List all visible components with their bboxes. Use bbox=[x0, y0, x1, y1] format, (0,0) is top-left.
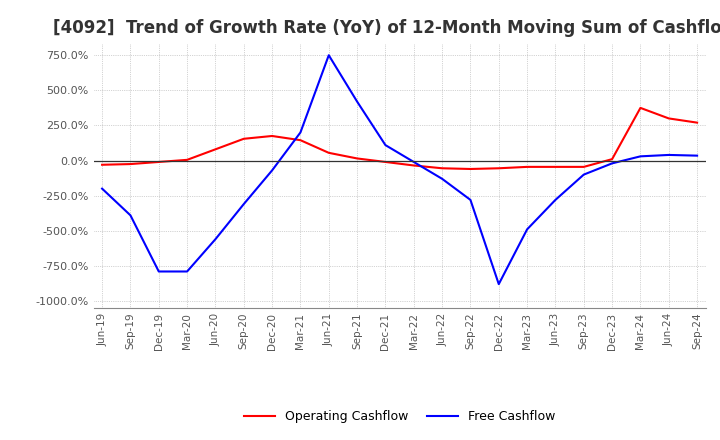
Line: Free Cashflow: Free Cashflow bbox=[102, 55, 697, 284]
Free Cashflow bbox=[381, 143, 390, 148]
Free Cashflow bbox=[495, 282, 503, 287]
Operating Cashflow bbox=[126, 161, 135, 167]
Free Cashflow bbox=[240, 202, 248, 207]
Operating Cashflow bbox=[665, 116, 673, 121]
Title: [4092]  Trend of Growth Rate (YoY) of 12-Month Moving Sum of Cashflows: [4092] Trend of Growth Rate (YoY) of 12-… bbox=[53, 19, 720, 37]
Free Cashflow bbox=[693, 153, 701, 158]
Free Cashflow bbox=[325, 53, 333, 58]
Legend: Operating Cashflow, Free Cashflow: Operating Cashflow, Free Cashflow bbox=[238, 406, 561, 429]
Operating Cashflow bbox=[155, 159, 163, 165]
Free Cashflow bbox=[665, 152, 673, 158]
Operating Cashflow bbox=[438, 165, 446, 171]
Operating Cashflow bbox=[268, 133, 276, 139]
Operating Cashflow bbox=[693, 120, 701, 125]
Operating Cashflow bbox=[495, 165, 503, 171]
Operating Cashflow bbox=[580, 164, 588, 169]
Operating Cashflow bbox=[183, 157, 192, 162]
Operating Cashflow bbox=[296, 138, 305, 143]
Free Cashflow bbox=[551, 197, 559, 202]
Operating Cashflow bbox=[98, 162, 107, 167]
Operating Cashflow bbox=[381, 159, 390, 165]
Operating Cashflow bbox=[523, 164, 531, 169]
Free Cashflow bbox=[211, 237, 220, 242]
Operating Cashflow bbox=[608, 157, 616, 162]
Operating Cashflow bbox=[325, 150, 333, 155]
Operating Cashflow bbox=[551, 164, 559, 169]
Operating Cashflow bbox=[410, 163, 418, 168]
Free Cashflow bbox=[410, 159, 418, 165]
Free Cashflow bbox=[353, 99, 361, 104]
Free Cashflow bbox=[636, 154, 644, 159]
Operating Cashflow bbox=[353, 156, 361, 161]
Free Cashflow bbox=[183, 269, 192, 274]
Free Cashflow bbox=[155, 269, 163, 274]
Free Cashflow bbox=[523, 227, 531, 232]
Operating Cashflow bbox=[466, 166, 474, 172]
Free Cashflow bbox=[296, 130, 305, 135]
Operating Cashflow bbox=[636, 105, 644, 110]
Free Cashflow bbox=[580, 172, 588, 177]
Operating Cashflow bbox=[211, 147, 220, 152]
Free Cashflow bbox=[438, 176, 446, 181]
Free Cashflow bbox=[466, 197, 474, 202]
Free Cashflow bbox=[608, 161, 616, 166]
Free Cashflow bbox=[268, 168, 276, 173]
Free Cashflow bbox=[126, 213, 135, 218]
Line: Operating Cashflow: Operating Cashflow bbox=[102, 108, 697, 169]
Free Cashflow bbox=[98, 186, 107, 191]
Operating Cashflow bbox=[240, 136, 248, 141]
